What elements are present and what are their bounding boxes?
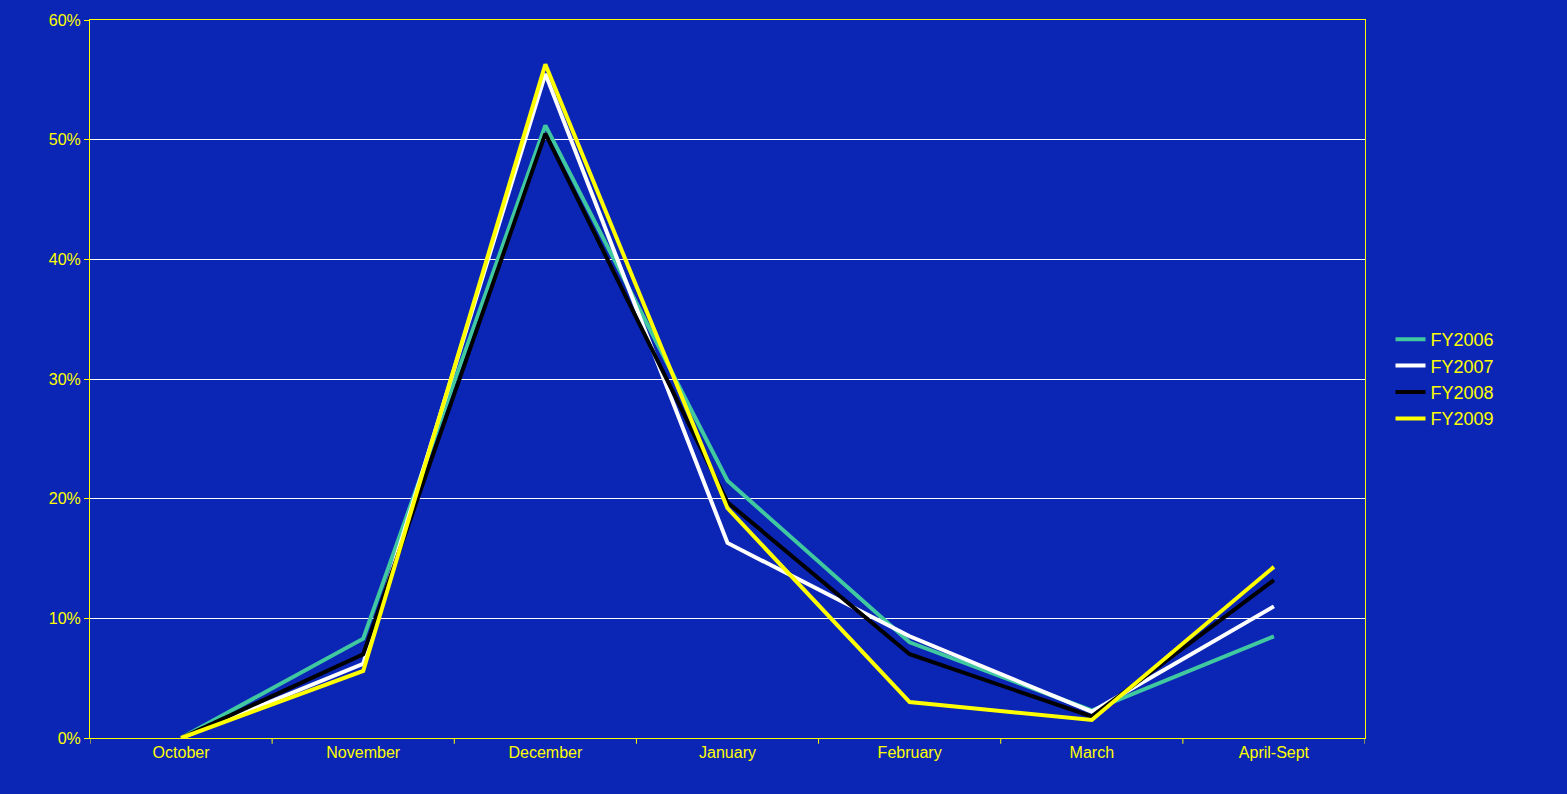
svg-text:0%: 0% bbox=[58, 730, 81, 747]
svg-text:10%: 10% bbox=[49, 610, 81, 627]
svg-text:FY2008: FY2008 bbox=[1431, 383, 1494, 403]
svg-text:October: October bbox=[153, 744, 211, 761]
svg-text:November: November bbox=[326, 744, 400, 761]
svg-text:20%: 20% bbox=[49, 490, 81, 507]
svg-text:40%: 40% bbox=[49, 251, 81, 268]
svg-text:FY2009: FY2009 bbox=[1431, 409, 1494, 429]
svg-text:April-Sept: April-Sept bbox=[1239, 744, 1310, 761]
svg-text:February: February bbox=[878, 744, 942, 761]
svg-text:December: December bbox=[508, 744, 582, 761]
svg-text:FY2007: FY2007 bbox=[1431, 357, 1494, 377]
svg-text:60%: 60% bbox=[49, 12, 81, 29]
svg-text:March: March bbox=[1070, 744, 1114, 761]
svg-text:30%: 30% bbox=[49, 371, 81, 388]
svg-text:50%: 50% bbox=[49, 131, 81, 148]
svg-text:FY2006: FY2006 bbox=[1431, 330, 1494, 350]
svg-text:January: January bbox=[699, 744, 756, 761]
